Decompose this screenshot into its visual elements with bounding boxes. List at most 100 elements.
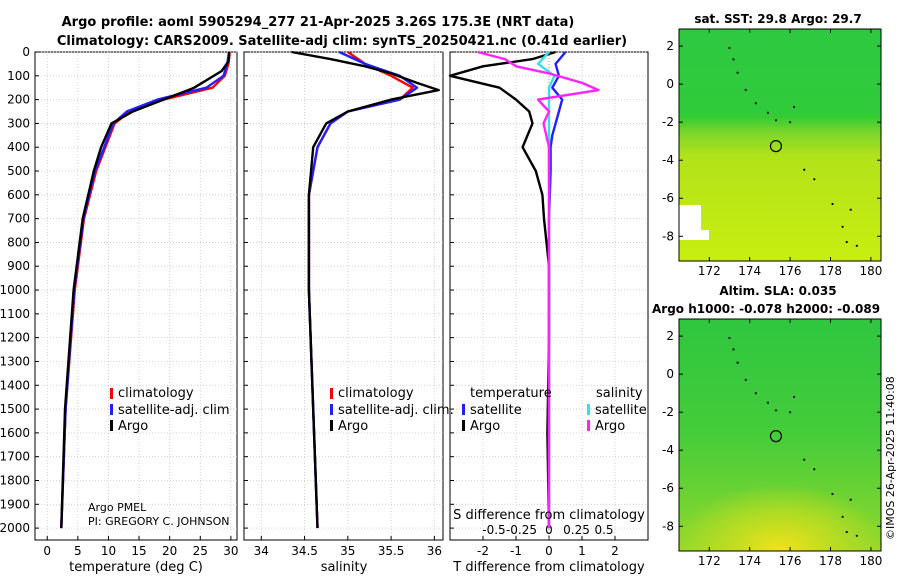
island-dot — [813, 468, 816, 471]
map-tick-label-y: 0 — [666, 367, 674, 381]
tick-label-y: 200 — [7, 93, 30, 107]
diff-legend-swatch-t-satellite — [462, 404, 465, 415]
map-frame — [678, 318, 882, 552]
diff-legend-swatch-t-argo — [462, 420, 465, 431]
map-tick-label-x: 176 — [779, 554, 802, 568]
sal-legend-swatch-argo — [330, 420, 333, 431]
sal-legend-swatch-satellite — [330, 404, 333, 415]
sst-map-title: sat. SST: 29.8 Argo: 29.7 — [694, 12, 861, 26]
island-dot — [789, 411, 792, 414]
map-tick-label-y: -6 — [662, 481, 674, 495]
legend-satellite: satellite-adj. clim — [118, 403, 230, 418]
map-tick-label-x: 180 — [859, 554, 882, 568]
sst-map: 172 174 176 178 180 2 0 -2 -4 -6 -8 — [662, 28, 882, 278]
island-dot — [789, 121, 792, 124]
island-dot — [841, 225, 844, 228]
map-tick-label-x: 176 — [779, 264, 802, 278]
tick-label-x: 35.5 — [378, 544, 405, 558]
sst-missing-data-2 — [679, 230, 709, 240]
island-dot — [855, 244, 858, 247]
map-tick-label-y: -4 — [662, 153, 674, 167]
tick-label-x: 10 — [101, 544, 116, 558]
sal-legend-satellite: satellite-adj. clim. — [338, 403, 454, 418]
legend-argo: Argo — [118, 419, 148, 434]
tick-label-y: 1900 — [0, 497, 30, 511]
legend-swatch-argo — [110, 420, 113, 431]
temperature-legend: climatology satellite-adj. clim Argo — [110, 386, 230, 434]
tick-label-x: 25 — [193, 544, 208, 558]
salinity-panel: 34 34.5 35 35.5 36 — [243, 50, 444, 558]
tick-label-s: 0.5 — [594, 523, 613, 537]
tick-label-y: 1100 — [0, 307, 30, 321]
sst-field-north — [679, 29, 881, 114]
diff-legend-temperature: temperature — [470, 386, 552, 401]
tick-label-y: 1300 — [0, 354, 30, 368]
plot-area — [243, 51, 444, 541]
island-dot — [813, 178, 816, 181]
salinity-legend: climatology satellite-adj. clim. Argo — [330, 386, 454, 434]
map-tick-label-y: 2 — [666, 329, 674, 343]
series-argo — [291, 50, 440, 529]
map-tick-label-x: 178 — [819, 264, 842, 278]
diff-legend-s-argo: Argo — [595, 419, 625, 434]
island-dot — [728, 46, 731, 50]
map-tick-label-x: 174 — [738, 554, 761, 568]
tick-label-y: 100 — [7, 69, 30, 83]
map-tick-label-y: -4 — [662, 443, 674, 457]
tick-label-x: 30 — [223, 544, 238, 558]
sla-field-high — [679, 430, 881, 551]
tick-label-x: -2 — [477, 544, 489, 558]
tick-label-x: 36 — [427, 544, 442, 558]
diff-legend-salinity: salinity — [596, 386, 643, 401]
map-tick-label-y: 0 — [666, 77, 674, 91]
tick-label-y: 800 — [7, 235, 30, 249]
map-tick-label-y: 2 — [666, 39, 674, 53]
legend-climatology: climatology — [118, 386, 194, 401]
tick-label-x: 15 — [131, 544, 146, 558]
tick-label-s: -0.25 — [506, 523, 537, 537]
map-tick-label-y: -8 — [662, 519, 674, 533]
difference-panel: -2 -1 0 1 2-0.5 -0.25 0 0.25 0.5 — [448, 50, 649, 558]
tick-label-x: 5 — [74, 544, 82, 558]
credit: ©IMOS 26-Apr-2025 11:40:08 — [884, 376, 897, 540]
series-salinity-argo — [477, 50, 600, 529]
sla-map-subtitle: Argo h1000: -0.078 h2000: -0.089 — [652, 302, 880, 316]
tick-label-y: 400 — [7, 140, 30, 154]
map-tick-label-y: -8 — [662, 229, 674, 243]
tick-label-y: 1200 — [0, 331, 30, 345]
tick-label-y: 1800 — [0, 473, 30, 487]
tick-label-y: 0 — [22, 45, 30, 59]
tick-label-y: 1400 — [0, 378, 30, 392]
island-dot — [754, 392, 757, 395]
tick-label-y: 700 — [7, 212, 30, 226]
tick-label-x: 0 — [545, 544, 553, 558]
tick-label-s: -0.5 — [482, 523, 505, 537]
island-dot — [744, 88, 747, 91]
diff-legend-swatch-s-argo — [587, 420, 590, 431]
island-dot — [855, 534, 858, 537]
island-dot — [831, 492, 834, 496]
legend-swatch-climatology — [110, 388, 113, 399]
title-line-1: Argo profile: aoml 5905294_277 21-Apr-20… — [62, 15, 575, 30]
tick-label-x: 20 — [162, 544, 177, 558]
map-tick-label-y: -2 — [662, 115, 674, 129]
sla-map-title: Altim. SLA: 0.035 — [719, 284, 836, 298]
tick-label-x: 2 — [611, 544, 619, 558]
tick-label-x: 34.5 — [291, 544, 318, 558]
island-dot — [831, 202, 834, 206]
tick-label-x: 0 — [43, 544, 51, 558]
salinity-xlabel: salinity — [321, 560, 368, 575]
sal-legend-climatology: climatology — [338, 386, 414, 401]
map-tick-label-x: 178 — [819, 554, 842, 568]
map-tick-label-x: 172 — [698, 554, 721, 568]
tick-label-y: 600 — [7, 188, 30, 202]
island-dot — [732, 58, 735, 61]
tick-label-y: 2000 — [0, 521, 30, 535]
argo-position-marker — [769, 430, 783, 443]
island-dot — [732, 348, 735, 351]
diff-legend-swatch-s-satellite — [587, 404, 590, 415]
island-dot — [793, 395, 796, 399]
tick-label-s: 0.25 — [563, 523, 590, 537]
island-dot — [744, 378, 747, 381]
legend-swatch-satellite — [110, 404, 113, 415]
